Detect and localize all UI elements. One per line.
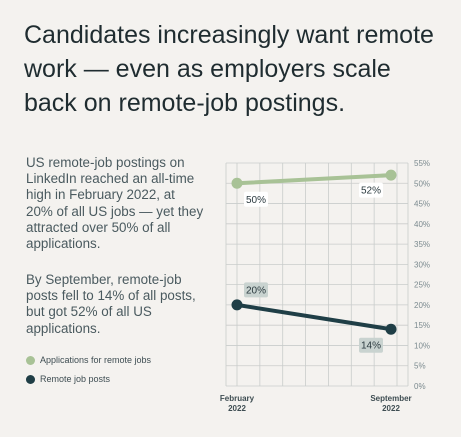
legend-swatch-applications [26, 355, 35, 365]
legend-label-applications: Applications for remote jobs [40, 355, 152, 365]
y-tick-label: 10% [414, 341, 430, 350]
x-tick-label: February 2022 [220, 394, 255, 413]
y-tick-label: 20% [414, 301, 430, 310]
y-tick-label: 30% [414, 260, 430, 269]
data-label-applications: 50% [246, 195, 266, 206]
y-tick-label: 5% [414, 362, 426, 371]
september-paragraph: By September, remote-job posts fell to 1… [26, 272, 196, 336]
data-point-applications [231, 177, 243, 189]
chart-headline: Candidates increasingly want remote work… [24, 21, 434, 117]
legend-label-posts: Remote job posts [40, 374, 111, 384]
data-label-box-applications [244, 191, 268, 207]
data-label-box-posts [359, 337, 383, 353]
data-label-posts: 14% [361, 341, 381, 352]
series-line-posts [235, 302, 393, 332]
legend-swatch-posts [26, 374, 35, 384]
data-label-applications: 52% [361, 186, 381, 197]
data-point-posts [385, 323, 397, 335]
y-tick-label: 40% [414, 220, 430, 229]
data-label-box-posts [244, 282, 268, 298]
legend-item-posts: Remote job posts [26, 374, 216, 384]
y-tick-label: 45% [414, 200, 430, 209]
data-point-posts [231, 299, 243, 311]
data-label-box-applications [359, 182, 383, 198]
data-label-posts: 20% [246, 285, 266, 296]
y-tick-label: 35% [414, 240, 430, 249]
data-point-applications [385, 169, 397, 181]
y-tick-label: 25% [414, 281, 430, 290]
legend-item-applications: Applications for remote jobs [26, 355, 216, 365]
series-line-applications [235, 173, 393, 186]
y-tick-label: 55% [414, 159, 430, 168]
intro-paragraph: US remote-job postings on LinkedIn reach… [26, 155, 204, 252]
y-tick-label: 50% [414, 179, 430, 188]
y-tick-label: 15% [414, 321, 430, 330]
y-tick-label: 0% [414, 382, 426, 391]
x-tick-label: September 2022 [370, 394, 411, 413]
